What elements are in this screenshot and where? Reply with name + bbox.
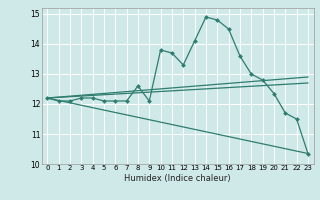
X-axis label: Humidex (Indice chaleur): Humidex (Indice chaleur) [124,174,231,183]
